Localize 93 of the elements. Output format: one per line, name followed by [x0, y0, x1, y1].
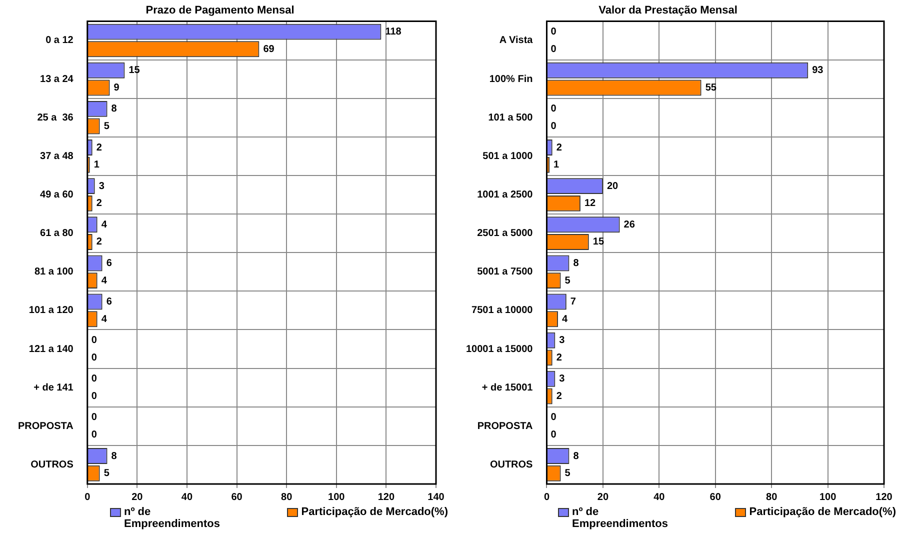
x-tick-label: 80: [281, 492, 293, 503]
data-label: 8: [573, 258, 580, 269]
x-tick-label: 80: [766, 492, 778, 503]
y-tick-label: 501 a 1000: [482, 150, 534, 162]
y-tick-label: 81 a 100: [34, 266, 74, 278]
data-label: 4: [101, 275, 108, 286]
data-label: 0: [550, 104, 557, 115]
data-label: 55: [705, 82, 717, 94]
y-tick-label: 49 a 60: [40, 190, 74, 200]
chart-title: Valor da Prestação Mensal: [598, 4, 738, 17]
data-label: 20: [606, 180, 619, 192]
y-tick-label: 2501 a 5000: [477, 228, 534, 240]
y-tick-label: 101 a 500: [488, 112, 534, 124]
y-tick-label: 7501 a 10000: [472, 305, 534, 316]
y-tick-label: 121 a 140: [28, 344, 74, 355]
x-tick-label: 0: [544, 492, 550, 503]
y-tick-label: 0 a 12: [46, 35, 74, 46]
data-label: 7: [570, 296, 576, 308]
data-label: 0: [550, 121, 557, 132]
x-tick-label: 60: [231, 492, 243, 503]
data-label: 3: [98, 180, 105, 192]
data-label: 8: [111, 450, 118, 462]
data-label: 0: [91, 374, 98, 385]
y-tick-label: 37 a 48: [40, 150, 74, 162]
x-tick-label: 100: [819, 492, 837, 503]
data-label: 8: [111, 104, 118, 115]
data-label: 4: [101, 314, 108, 325]
legend-label: Participação de Mercado(%): [749, 506, 896, 518]
data-label: 12: [584, 198, 596, 210]
data-label: 118: [385, 26, 402, 38]
data-label: 0: [550, 430, 557, 441]
y-tick-label: PROPOSTA: [477, 420, 533, 432]
chart-title: Prazo de Pagamento Mensal: [146, 4, 294, 17]
data-label: 1: [554, 160, 560, 171]
data-label: 1: [94, 160, 100, 171]
x-tick-label: 140: [428, 492, 445, 503]
data-label: 26: [624, 219, 636, 230]
y-tick-label: 1001 a 2500: [477, 190, 534, 200]
y-tick-label: + de 15001: [482, 382, 534, 394]
y-tick-label: 101 a 120: [28, 305, 74, 316]
y-tick-label: 5001 a 7500: [477, 266, 534, 278]
x-tick-label: 40: [654, 492, 666, 503]
x-tick-label: 20: [132, 492, 144, 503]
y-tick-label: 61 a 80: [40, 228, 74, 240]
data-label: 2: [556, 352, 562, 364]
data-label: 3: [559, 374, 566, 385]
y-tick-label: 25 a 36: [37, 112, 74, 124]
data-label: 69: [263, 44, 275, 55]
data-label: 3: [559, 335, 566, 346]
data-label: 0: [91, 352, 98, 364]
legend-label: nº de Empreendimentos: [124, 506, 221, 530]
data-label: 0: [91, 391, 98, 402]
y-tick-label: PROPOSTA: [18, 420, 74, 432]
x-tick-label: 0: [84, 492, 91, 503]
y-tick-label: A Vista: [499, 35, 534, 46]
data-label: 4: [562, 314, 568, 325]
data-label: 5: [564, 468, 571, 480]
data-label: 0: [91, 335, 98, 346]
legend-label: nº de Empreendimentos: [572, 506, 669, 530]
data-label: 5: [104, 468, 110, 480]
data-label: 5: [564, 275, 571, 286]
y-tick-label: 13 a 24: [40, 74, 74, 85]
y-tick-label: OUTROS: [490, 459, 534, 470]
data-label: 93: [812, 65, 824, 76]
data-label: 0: [91, 430, 98, 441]
x-tick-label: 40: [181, 492, 193, 503]
x-tick-label: 20: [597, 492, 609, 503]
data-label: 8: [573, 450, 580, 462]
x-tick-label: 100: [328, 492, 346, 503]
data-label: 2: [96, 236, 102, 248]
x-tick-label: 120: [378, 492, 395, 503]
data-label: 4: [101, 219, 108, 230]
x-tick-label: 60: [710, 492, 722, 503]
data-label: 15: [128, 65, 140, 76]
y-tick-label: + de 141: [34, 382, 74, 394]
data-label: 5: [104, 121, 110, 132]
data-label: 9: [114, 82, 120, 94]
data-label: 0: [550, 26, 557, 38]
data-label: 2: [96, 198, 102, 210]
x-tick-label: 120: [876, 492, 893, 503]
y-tick-label: 100% Fin: [489, 74, 533, 85]
data-label: 2: [556, 142, 562, 154]
data-label: 6: [106, 258, 112, 269]
data-label: 6: [106, 296, 112, 308]
data-label: 0: [91, 412, 98, 424]
y-tick-label: 10001 a 15000: [466, 344, 534, 355]
data-label: 0: [550, 44, 557, 55]
legend-label: Participação de Mercado(%): [301, 506, 448, 518]
y-tick-label: OUTROS: [30, 459, 74, 470]
data-label: 2: [96, 142, 102, 154]
data-label: 2: [556, 391, 562, 402]
data-label: 0: [550, 412, 557, 424]
data-label: 15: [592, 236, 604, 248]
